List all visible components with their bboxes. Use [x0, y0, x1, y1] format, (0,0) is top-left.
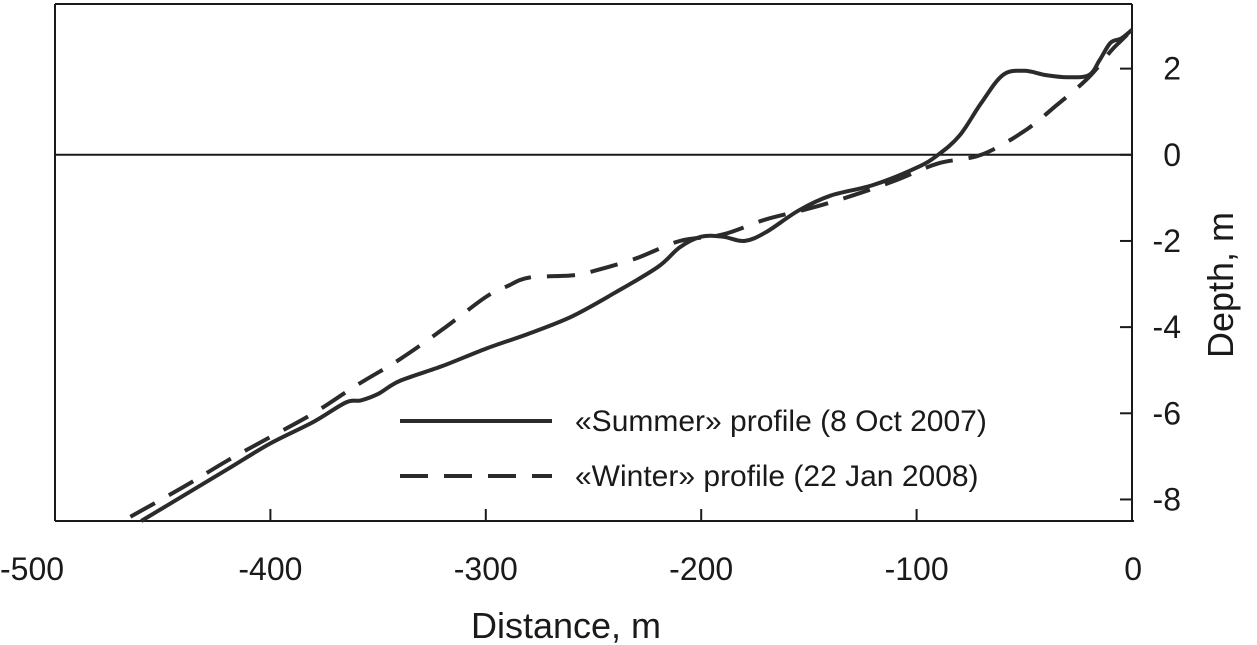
- x-tick-label: -300: [454, 551, 518, 587]
- winter-profile-line: [129, 28, 1134, 519]
- series-layer: [129, 28, 1134, 523]
- summer-profile-line: [140, 28, 1134, 523]
- x-tick-label: -400: [238, 551, 302, 587]
- x-tick-label: 0: [1124, 551, 1142, 587]
- y-tick-label: 0: [1163, 137, 1181, 173]
- y-axis-ticks: 2 0 -2 -4 -6 -8: [1120, 51, 1181, 517]
- x-tick-label: -200: [669, 551, 733, 587]
- y-tick-label: -8: [1153, 481, 1181, 517]
- y-tick-label: -4: [1153, 309, 1181, 345]
- y-tick-label: -2: [1153, 223, 1181, 259]
- x-axis-title: Distance, m: [471, 605, 661, 645]
- legend-label-summer: «Summer» profile (8 Oct 2007): [575, 405, 987, 438]
- y-tick-label: 2: [1163, 51, 1181, 87]
- legend: «Summer» profile (8 Oct 2007) «Winter» p…: [400, 405, 987, 493]
- x-tick-label: -100: [885, 551, 949, 587]
- x-tick-label: -500: [0, 551, 64, 587]
- legend-label-winter: «Winter» profile (22 Jan 2008): [575, 460, 979, 493]
- plot-frame: [54, 3, 1134, 522]
- y-tick-label: -6: [1153, 395, 1181, 431]
- x-axis-ticks: -500 -400 -300 -200 -100 0: [0, 509, 1142, 587]
- y-axis-title: Depth, m: [1200, 212, 1241, 358]
